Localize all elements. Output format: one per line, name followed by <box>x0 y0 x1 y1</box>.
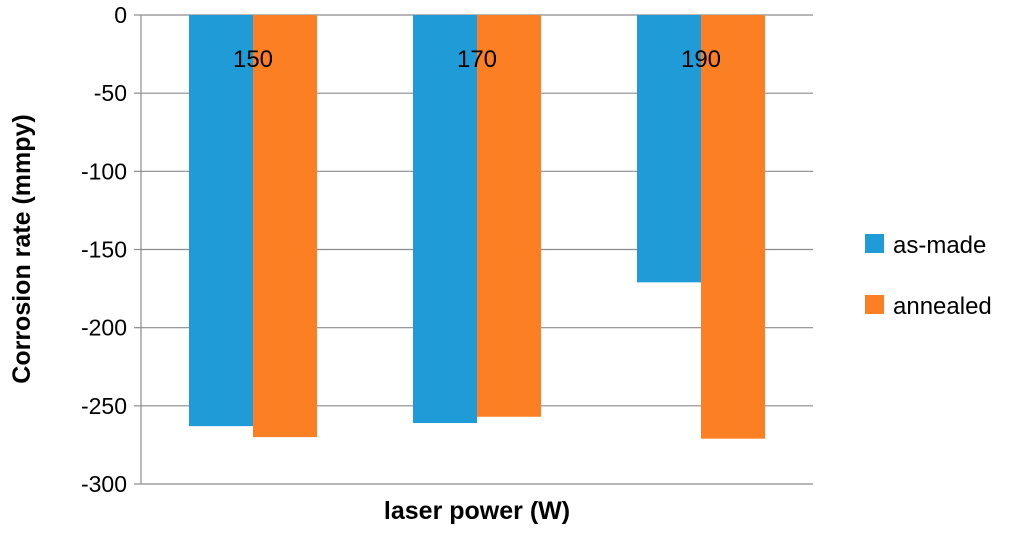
category-label: 170 <box>457 46 497 73</box>
bar-annealed-170 <box>477 15 541 417</box>
bar-as-made-170 <box>413 15 477 424</box>
legend-swatch <box>865 234 884 253</box>
category-label: 190 <box>681 46 721 73</box>
y-tick-label: -50 <box>94 80 127 106</box>
bars <box>189 15 765 439</box>
x-axis-title: laser power (W) <box>384 497 570 525</box>
bar-as-made-150 <box>189 15 253 427</box>
y-tick-label: -100 <box>81 158 127 184</box>
category-labels: 150 170 190 <box>233 46 721 73</box>
y-tick-label: 0 <box>114 2 127 28</box>
bar-as-made-190 <box>637 15 701 283</box>
y-tick-label: -200 <box>81 315 127 341</box>
axes <box>134 14 142 485</box>
y-tick-label: -150 <box>81 237 127 263</box>
y-tick-labels: 0 -50 -100 -150 -200 -250 -300 <box>81 2 127 497</box>
legend: as-made annealed <box>865 232 992 320</box>
category-label: 150 <box>233 46 273 73</box>
y-tick-label: -250 <box>81 393 127 419</box>
bar-annealed-150 <box>253 15 317 438</box>
legend-swatch <box>865 295 884 314</box>
y-axis-title: Corrosion rate (mmpy) <box>8 114 36 383</box>
y-tick-label: -300 <box>81 471 127 497</box>
legend-label: as-made <box>893 232 986 259</box>
bar-annealed-190 <box>701 15 765 439</box>
legend-label: annealed <box>893 293 992 320</box>
